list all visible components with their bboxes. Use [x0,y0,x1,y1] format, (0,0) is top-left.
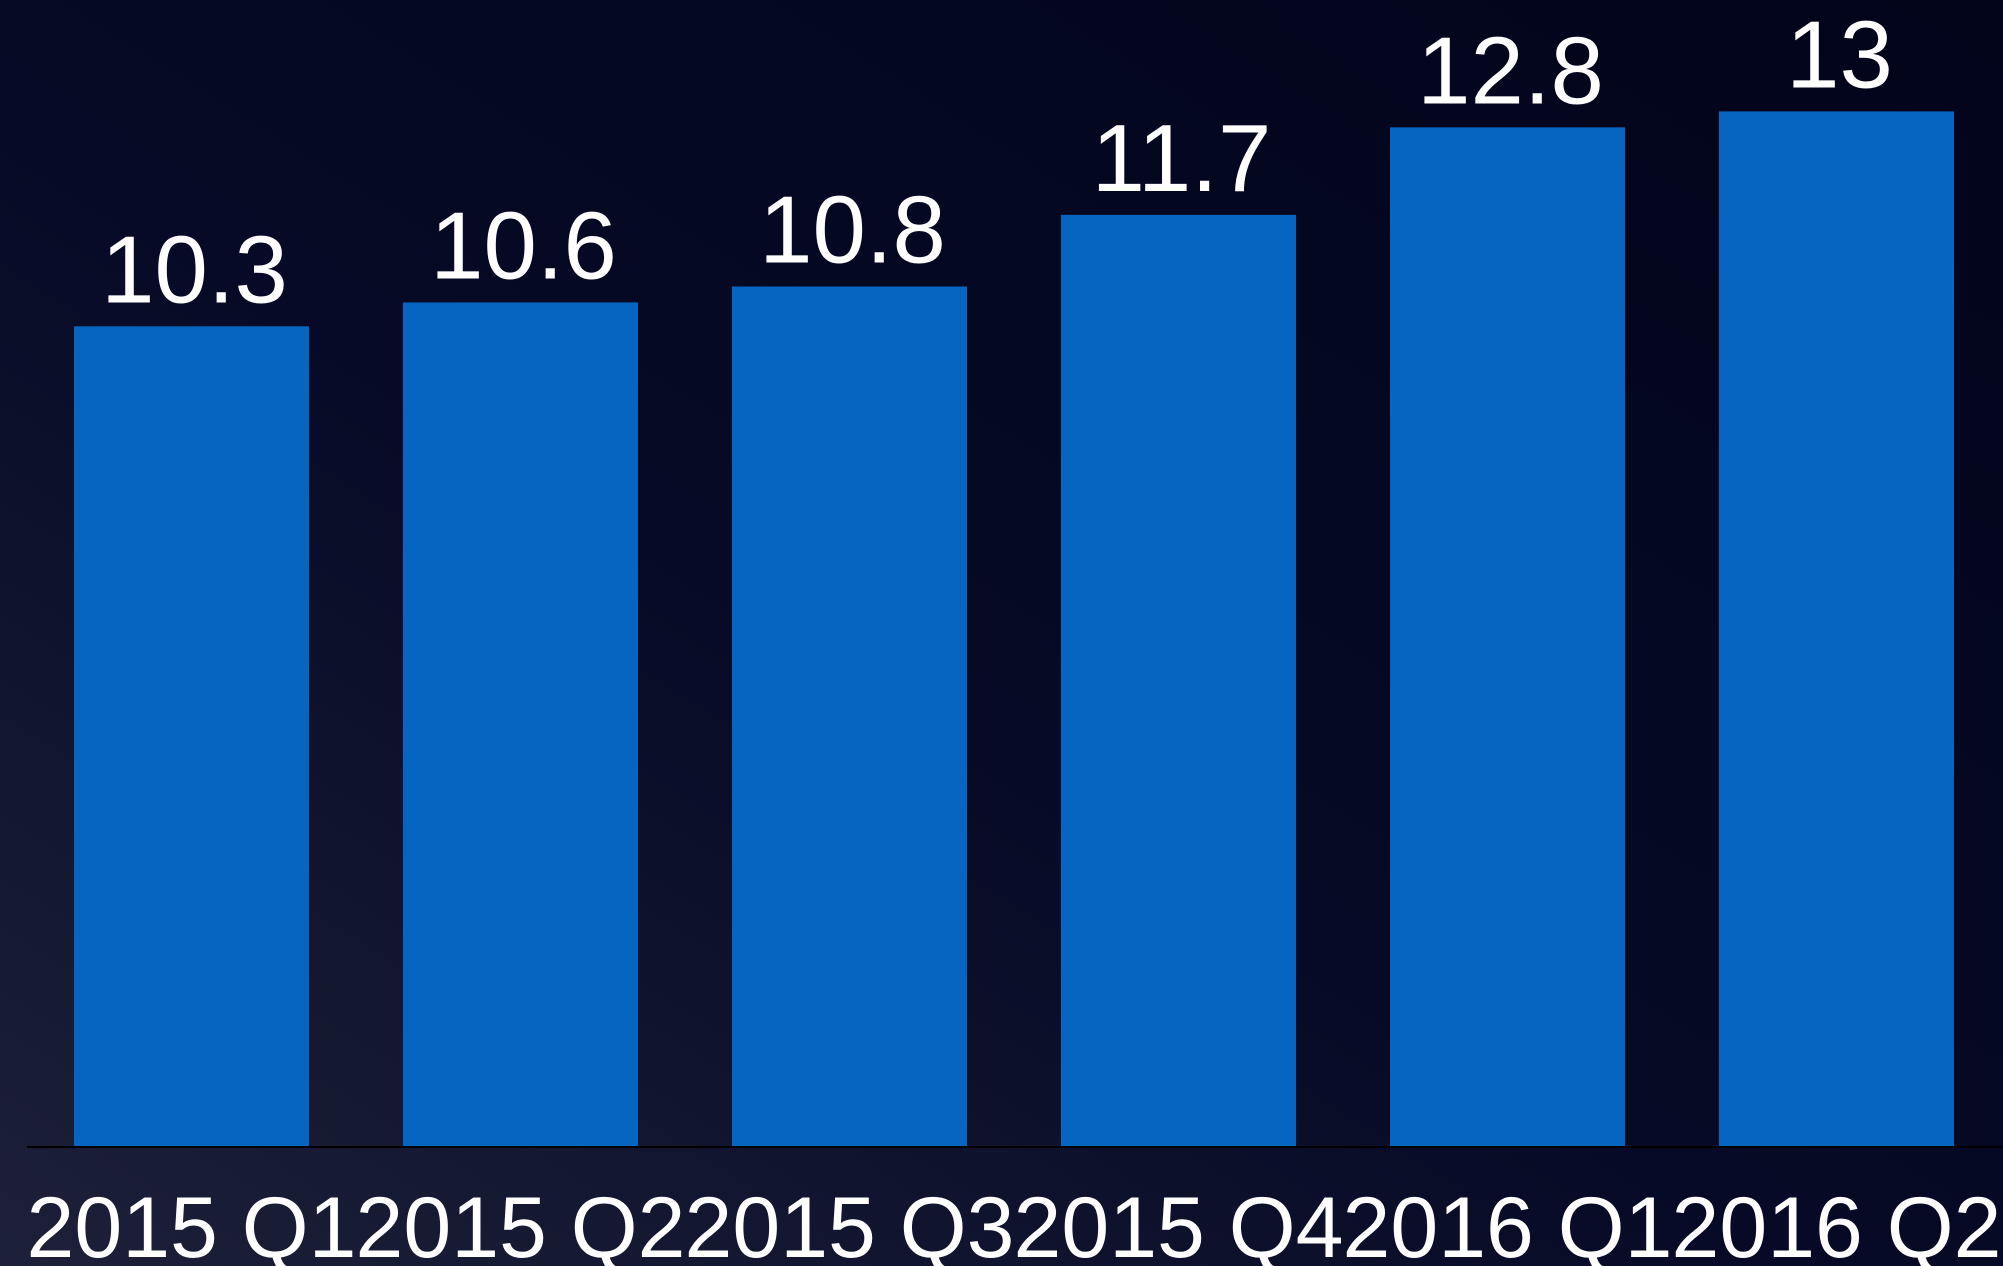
x-tick-label: 2015 Q3 [685,1180,1015,1266]
data-label: 10.6 [430,192,617,299]
bar [74,326,309,1147]
x-tick-label: 2015 Q4 [1014,1180,1344,1266]
x-tick-label: 2015 Q1 [27,1180,357,1266]
plot-area: 10.3 2015 Q1 10.6 2015 Q2 10.8 2015 Q3 11.7 201… [27,1,2002,1266]
x-tick-label: 2015 Q2 [356,1180,686,1266]
bar [403,302,638,1147]
data-label: 10.3 [101,216,288,323]
bar [1719,111,1954,1147]
x-tick-label: 2016 Q2 [1672,1180,2002,1266]
bar [1390,127,1625,1147]
data-label: 13 [1786,1,1893,108]
x-tick-label: 2016 Q1 [1343,1180,1673,1266]
data-label: 10.8 [759,177,946,284]
data-label: 12.8 [1417,17,1604,124]
bar [1061,214,1296,1146]
data-label: 11.7 [1092,105,1272,212]
bar [732,286,967,1146]
